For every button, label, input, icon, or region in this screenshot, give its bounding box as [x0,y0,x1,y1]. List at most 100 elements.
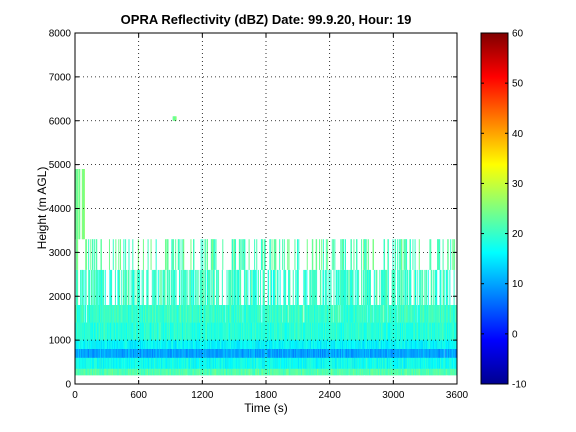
echo-cell [353,340,355,349]
echo-cell [96,305,98,323]
echo-cell [154,305,156,323]
echo-cell [255,357,257,369]
echo-cell [231,305,233,323]
echo-cell [197,357,199,369]
echo-cell [339,368,341,376]
echo-cell [241,305,243,323]
echo-cell [352,322,354,341]
echo-cell [298,322,300,341]
echo-cell [161,305,163,323]
echo-cell [86,340,88,349]
echo-cell [342,348,344,358]
echo-cell [128,305,130,323]
echo-cell [445,348,447,358]
echo-cell [256,357,258,369]
echo-cell [365,357,367,369]
echo-cell [277,305,279,323]
echo-cell [138,305,140,323]
echo-cell [123,357,125,369]
echo-cell [243,340,245,349]
echo-cell [347,368,349,376]
echo-cell [245,348,247,358]
echo-cell [448,348,450,358]
echo-cell [357,305,359,323]
echo-cell [159,322,161,341]
echo-cell [350,305,352,323]
echo-cell [179,305,181,323]
echo-cell [209,305,211,323]
echo-cell [337,305,339,323]
echo-cell [219,305,221,323]
echo-cell [150,322,152,341]
echo-cell [178,305,180,323]
echo-bands [75,116,457,376]
echo-cell [423,348,425,358]
echo-cell [215,305,217,323]
echo-cell [445,368,447,376]
echo-cell [204,305,206,323]
echo-cell [357,368,359,376]
echo-cell [226,305,228,323]
echo-cell [83,305,85,323]
echo-cell [167,305,169,323]
echo-cell [240,348,242,358]
echo-cell [339,305,341,323]
echo-cell [85,340,87,349]
echo-cell [220,357,222,369]
echo-cell [402,348,404,358]
echo-cell [324,322,326,341]
echo-cell [420,348,422,358]
echo-cell [81,340,83,349]
plot-area: 0 600 1200 1800 2400 3000 3600 010002000300040… [49,29,469,402]
echo-cell [322,322,324,341]
echo-cell [264,348,266,358]
echo-cell [360,357,362,369]
echo-cell [402,357,404,369]
echo-cell [281,305,283,323]
echo-cell [140,305,142,323]
echo-cell [176,305,178,323]
echo-cell [336,305,338,323]
echo-cell [298,305,300,323]
echo-cell [121,305,123,323]
echo-cell [228,305,230,323]
echo-cell [222,322,224,341]
echo-cell [363,368,365,376]
echo-cell [94,357,96,369]
echo-cell [350,357,352,369]
echo-cell [168,305,170,323]
echo-cell [245,340,247,349]
echo-cell [378,348,380,358]
echo-cell [400,322,402,341]
echo-cell [185,305,187,323]
echo-cell [302,305,304,323]
echo-cell [302,357,304,369]
echo-cell [134,305,136,323]
echo-cell [412,322,414,341]
echo-cell [317,322,319,341]
echo-cell [242,322,244,341]
echo-cell [148,305,150,323]
echo-cell [330,305,332,323]
echo-cell [288,340,290,349]
echo-cell [263,305,265,323]
echo-cell [442,340,444,349]
echo-cell [452,357,454,369]
echo-cell [125,305,127,323]
echo-cell [157,340,159,349]
chart-title: OPRA Reflectivity (dBZ) Date: 99.9.20, H… [121,12,412,27]
echo-cell [435,357,437,369]
echo-cell [285,322,287,341]
echo-cell [323,305,325,323]
echo-cell [313,348,315,358]
echo-cell [308,340,310,349]
echo-cell [273,305,275,323]
echo-cell [116,340,118,349]
echo-cell [252,322,254,341]
echo-cell [190,340,192,349]
echo-cell [317,305,319,323]
echo-cell [318,305,320,323]
echo-cell [173,305,175,323]
echo-cell [360,305,362,323]
echo-cell [439,357,441,369]
